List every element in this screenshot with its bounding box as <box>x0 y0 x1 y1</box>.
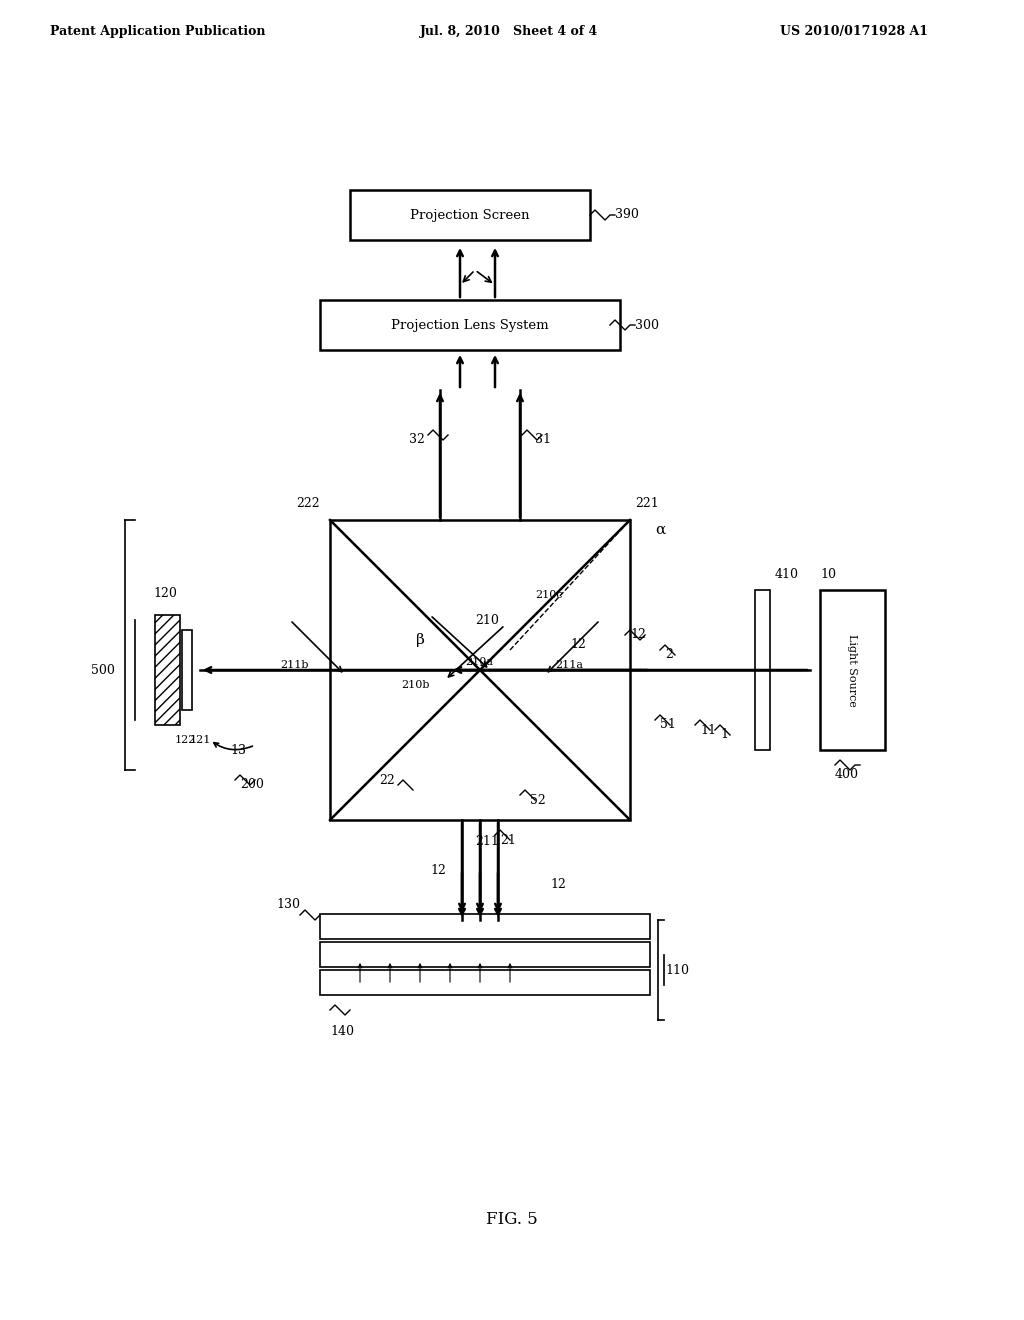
Text: 12: 12 <box>430 863 445 876</box>
Text: 210: 210 <box>475 614 499 627</box>
Text: 12: 12 <box>570 639 586 652</box>
Text: 31: 31 <box>535 433 551 446</box>
Bar <box>182 630 193 710</box>
Text: 210c: 210c <box>535 590 562 601</box>
Text: 51: 51 <box>660 718 676 731</box>
Text: 21: 21 <box>500 833 516 846</box>
Bar <box>330 520 630 820</box>
Bar <box>319 913 650 939</box>
Text: 210a: 210a <box>465 657 493 667</box>
Text: Projection Lens System: Projection Lens System <box>391 318 549 331</box>
Text: 22: 22 <box>379 774 395 787</box>
Bar <box>319 300 620 350</box>
Bar <box>319 942 650 968</box>
Text: 140: 140 <box>330 1026 354 1038</box>
Text: Jul. 8, 2010   Sheet 4 of 4: Jul. 8, 2010 Sheet 4 of 4 <box>420 25 598 38</box>
Text: 211b: 211b <box>280 660 308 671</box>
Text: 500: 500 <box>91 664 115 676</box>
Text: 1: 1 <box>720 729 728 742</box>
Text: 390: 390 <box>615 209 639 222</box>
Text: 211: 211 <box>475 836 499 847</box>
Bar <box>319 970 650 995</box>
Text: 400: 400 <box>835 768 859 781</box>
Bar <box>755 590 770 750</box>
Text: 221: 221 <box>635 498 658 510</box>
Text: 52: 52 <box>530 793 546 807</box>
Text: 11: 11 <box>700 723 716 737</box>
Text: 12: 12 <box>550 879 566 891</box>
Text: 120: 120 <box>153 587 177 601</box>
Text: 130: 130 <box>276 899 300 912</box>
Bar <box>350 190 590 240</box>
Text: 32: 32 <box>410 433 425 446</box>
Text: 410: 410 <box>775 569 799 582</box>
Text: Patent Application Publication: Patent Application Publication <box>50 25 265 38</box>
Text: 210b: 210b <box>401 680 430 690</box>
Bar <box>155 615 180 725</box>
Text: 222: 222 <box>296 498 319 510</box>
Text: 10: 10 <box>820 569 836 582</box>
Text: 110: 110 <box>665 964 689 977</box>
Text: FIG. 5: FIG. 5 <box>486 1212 538 1229</box>
Text: β: β <box>416 634 424 647</box>
Text: 12: 12 <box>630 628 646 642</box>
Text: 121: 121 <box>190 735 211 744</box>
Text: 211a: 211a <box>555 660 583 671</box>
Text: 122: 122 <box>175 735 197 744</box>
Text: US 2010/0171928 A1: US 2010/0171928 A1 <box>780 25 928 38</box>
Text: 200: 200 <box>240 779 264 792</box>
Text: 13: 13 <box>230 743 246 756</box>
Text: Light Source: Light Source <box>848 634 857 706</box>
Bar <box>820 590 885 750</box>
Text: 300: 300 <box>635 318 659 331</box>
Text: α: α <box>655 523 666 537</box>
Text: Projection Screen: Projection Screen <box>411 209 529 222</box>
Text: 2: 2 <box>665 648 673 661</box>
